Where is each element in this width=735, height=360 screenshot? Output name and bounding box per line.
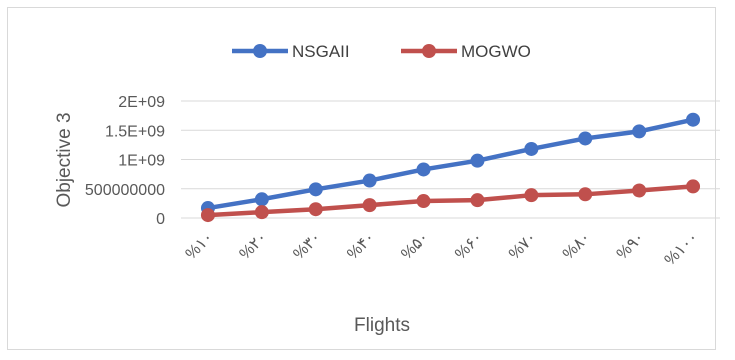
data-point-nsgaii: [470, 153, 485, 168]
data-point-mogwo: [200, 208, 215, 223]
y-tick-label: 1E+09: [118, 153, 165, 170]
y-axis-tick-labels: 0 500000000 1E+09 1.5E+09 2E+09: [85, 94, 165, 228]
y-axis-title: Objective 3: [54, 112, 75, 207]
plot-series: [200, 112, 701, 223]
data-point-nsgaii: [254, 192, 269, 207]
y-tick-label: 0: [156, 211, 165, 228]
data-point-nsgaii: [686, 112, 701, 127]
x-tick-label: %۱۰: [183, 229, 217, 263]
data-point-nsgaii: [416, 162, 431, 177]
data-point-nsgaii: [632, 124, 647, 139]
gridlines: [181, 100, 720, 219]
data-point-mogwo: [416, 194, 431, 209]
x-tick-label: %۲۰: [236, 229, 270, 263]
data-point-nsgaii: [308, 182, 323, 197]
x-tick-label: %۱۰۰: [662, 229, 702, 269]
y-tick-label: 500000000: [85, 182, 165, 199]
x-tick-label: %۵۰: [398, 229, 432, 263]
legend-marker-nsgaii: [253, 44, 267, 58]
x-tick-label: %۶۰: [452, 229, 486, 263]
data-point-mogwo: [254, 205, 269, 220]
x-tick-label: %۷۰: [506, 229, 540, 263]
series-line-nsgaii: [207, 117, 694, 211]
data-point-mogwo: [470, 193, 485, 208]
data-point-mogwo: [308, 202, 323, 217]
legend: NSGAII MOGWO: [232, 42, 531, 61]
y-tick-label: 2E+09: [118, 94, 165, 111]
data-point-nsgaii: [362, 173, 377, 188]
x-tick-label: %۴۰: [344, 229, 378, 263]
x-axis-tick-labels: %۱۰ %۲۰ %۳۰ %۴۰ %۵۰ %۶۰ %۷۰ %۸۰ %۹۰ %۱۰۰: [183, 229, 702, 269]
x-tick-label: %۹۰: [614, 229, 648, 263]
data-point-mogwo: [362, 198, 377, 213]
chart-area: [7, 7, 716, 350]
legend-label-mogwo: MOGWO: [461, 42, 531, 61]
legend-label-nsgaii: NSGAII: [292, 42, 350, 61]
series-line-mogwo: [207, 184, 694, 218]
data-point-nsgaii: [524, 141, 539, 156]
data-point-mogwo: [686, 179, 701, 194]
y-tick-label: 1.5E+09: [105, 123, 165, 140]
x-tick-label: %۳۰: [290, 229, 324, 263]
data-point-nsgaii: [578, 131, 593, 146]
data-point-mogwo: [524, 188, 539, 203]
data-point-mogwo: [578, 187, 593, 202]
data-point-mogwo: [632, 183, 647, 198]
legend-marker-mogwo: [422, 44, 436, 58]
x-tick-label: %۸۰: [560, 229, 594, 263]
x-axis-title: Flights: [354, 315, 410, 336]
